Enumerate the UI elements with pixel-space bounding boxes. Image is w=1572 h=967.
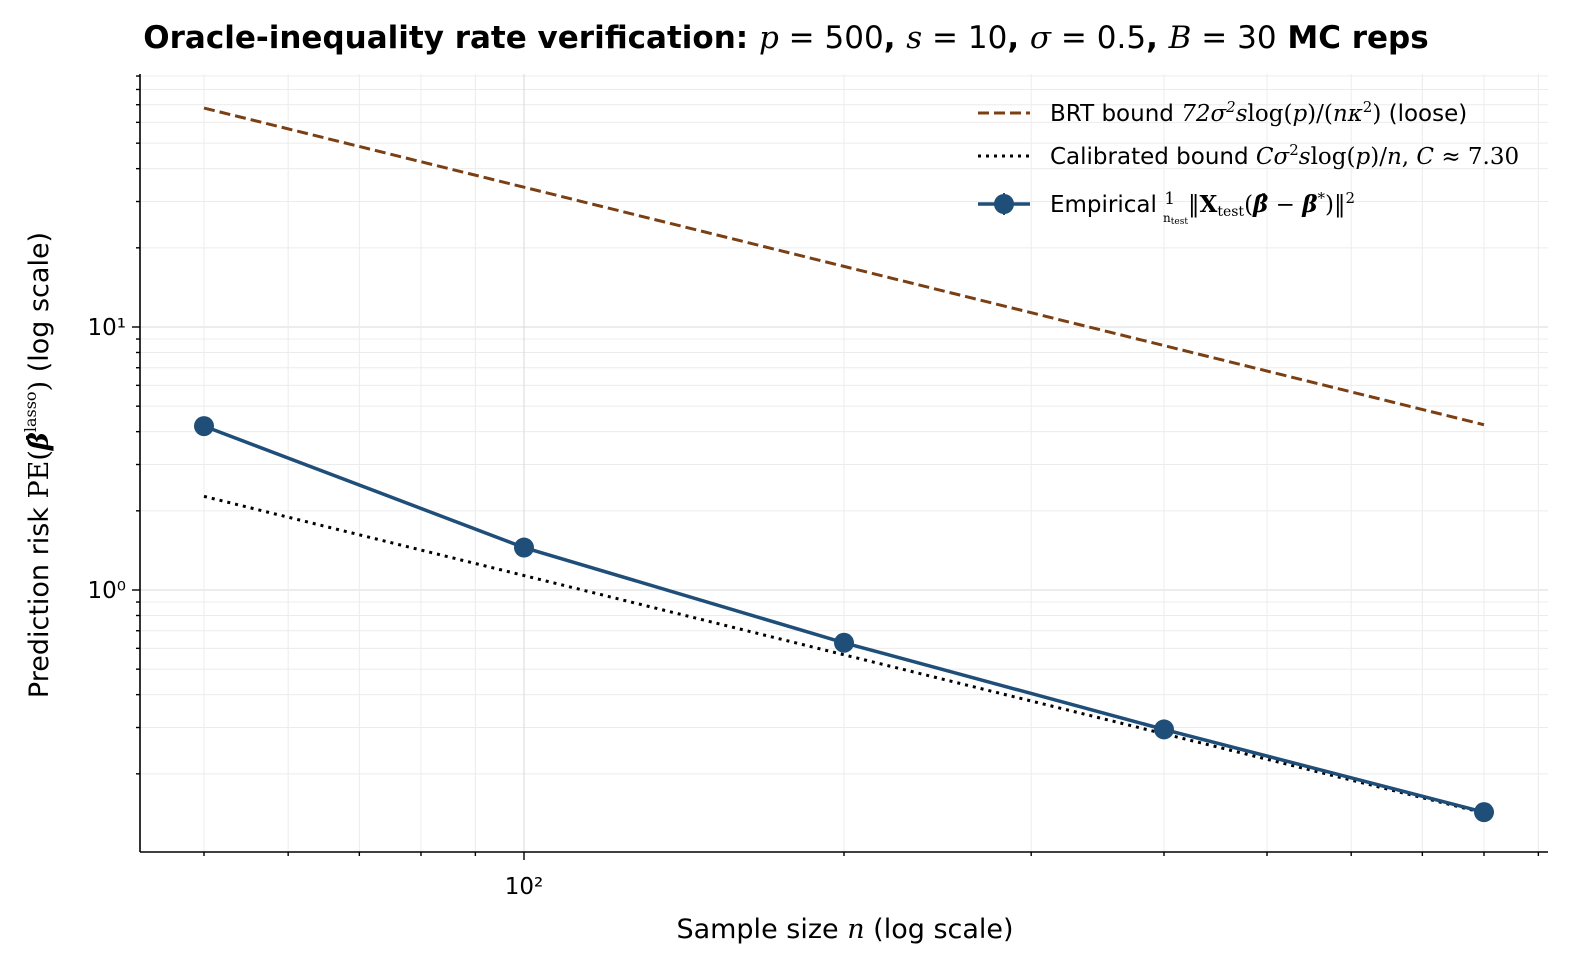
- data-point: [834, 632, 854, 653]
- y-axis-label: Prediction risk PE(β̂lasso) (log scale): [21, 232, 55, 698]
- legend-swatch-empirical-marker: [994, 194, 1014, 214]
- data-point: [514, 537, 534, 558]
- data-point: [194, 416, 214, 437]
- legend-label-empirical: Empirical 1 ntest‖Xtest(β̂ − β*)‖2: [1050, 189, 1355, 227]
- chart-title: Oracle-inequality rate verification: p =…: [143, 20, 1428, 56]
- series-layer: [194, 106, 1494, 823]
- legend: BRT bound 72σ2slog(p)/(nκ2) (loose) Cali…: [978, 98, 1519, 227]
- x-axis-label: Sample size n (log scale): [676, 914, 1013, 945]
- legend-label-calibrated: Calibrated bound Cσ2slog(p)/n, C ≈ 7.30: [1050, 141, 1519, 170]
- x-tick-label: 10²: [505, 874, 544, 900]
- series-line-1: [203, 494, 1485, 815]
- data-point: [1154, 719, 1174, 740]
- series-line-0: [203, 106, 1485, 427]
- y-tick-label: 10⁰: [88, 578, 127, 604]
- grid-layer: [140, 74, 1548, 852]
- data-point: [1474, 802, 1494, 823]
- y-tick-label: 10¹: [88, 315, 127, 341]
- axes-layer: 10⁰ 10¹ 10²: [88, 74, 1548, 900]
- legend-label-brt: BRT bound 72σ2slog(p)/(nκ2) (loose): [1050, 98, 1467, 127]
